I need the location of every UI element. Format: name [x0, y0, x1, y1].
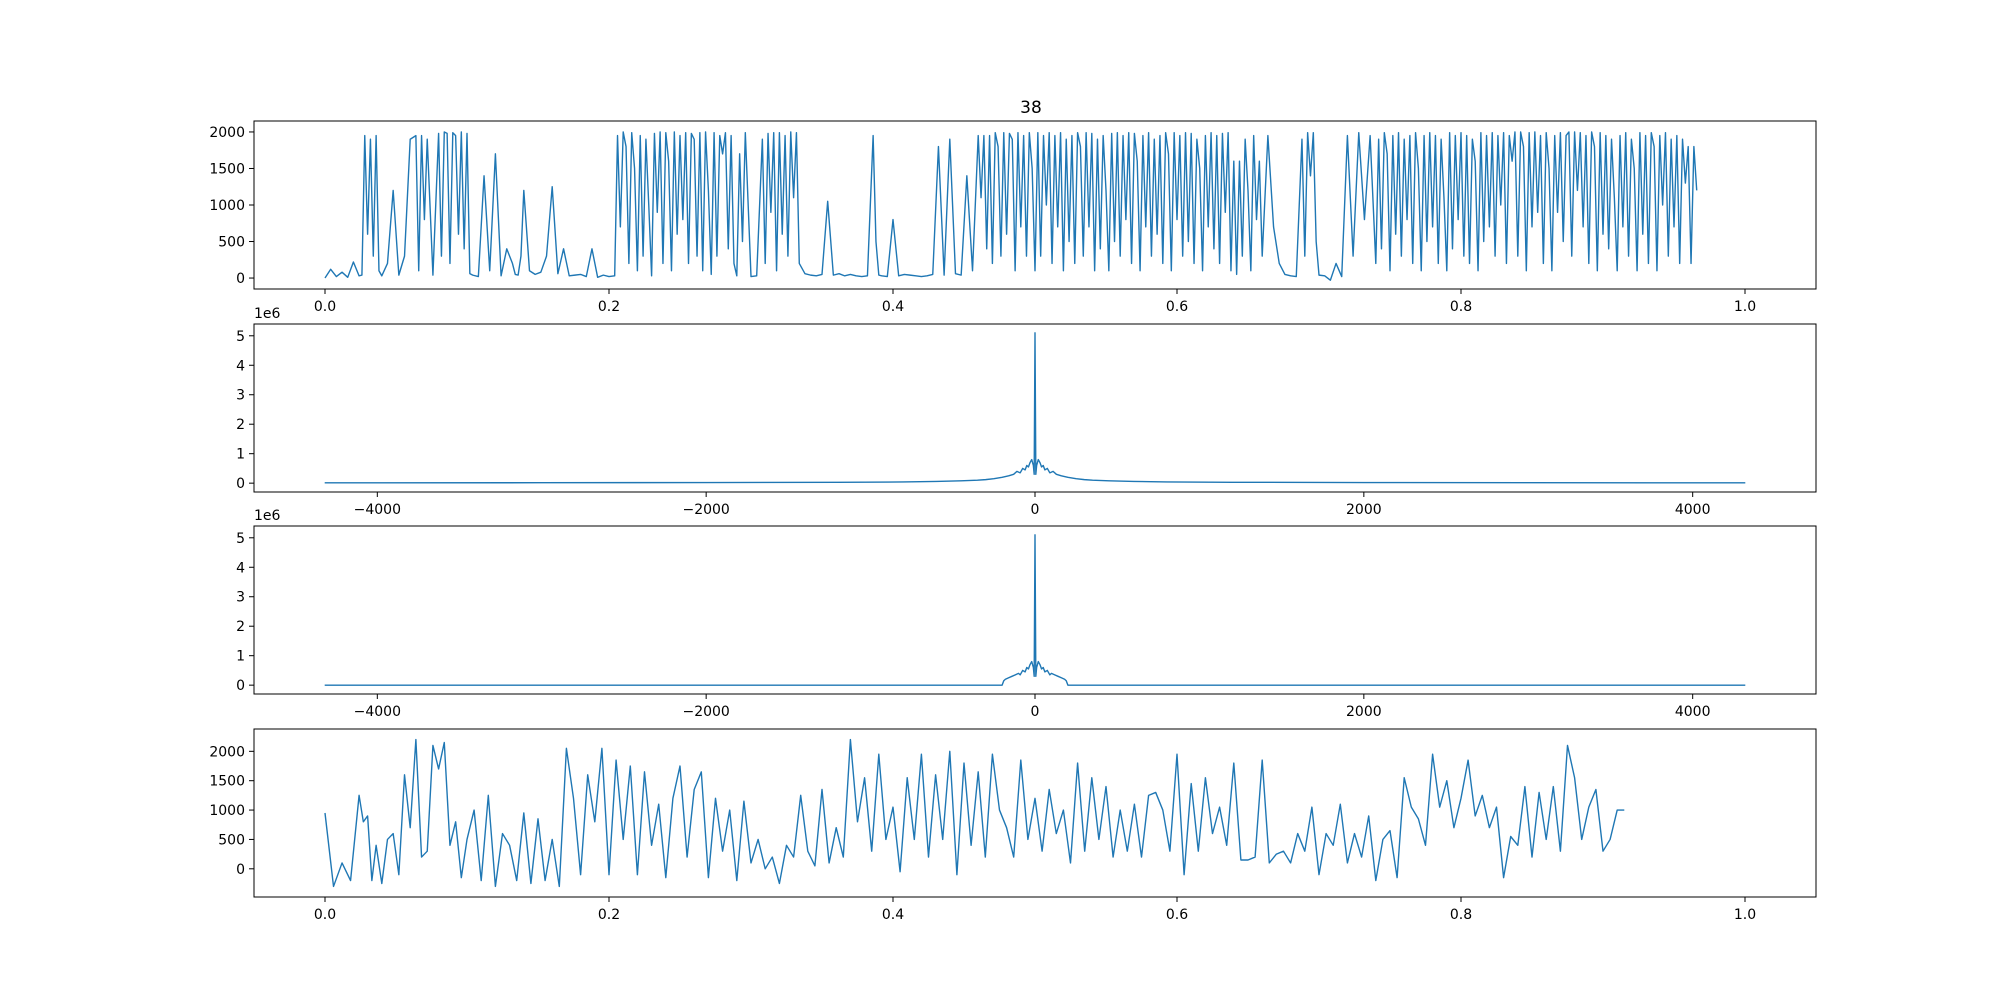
y-tick-label: 0	[236, 476, 245, 492]
y-tick-label: 3	[236, 590, 245, 606]
y-tick-label: 2	[236, 619, 245, 635]
x-tick-label: 4000	[1675, 502, 1711, 518]
series-line-3	[324, 534, 1746, 686]
x-tick-label: 0.0	[314, 907, 336, 923]
subplot-2: −4000 −2000 0 2000 4000 0 1 2 3 4 5 1e6	[236, 306, 1817, 518]
subplot-panels: 0.0 0.2 0.4 0.6 0.8 1.00500100015002000−4000−…	[209, 120, 1817, 923]
y-tick-label: 2000	[209, 125, 245, 141]
axes-frame-4	[253, 728, 1817, 898]
series-line-1	[324, 131, 1698, 281]
y-tick-label: 4	[236, 560, 245, 576]
y-tick-label: 0	[236, 862, 245, 878]
x-tick-label: 0.2	[598, 299, 620, 315]
x-tick-label: 0.0	[314, 299, 336, 315]
x-tick-label: 0.4	[882, 907, 904, 923]
y-tick-label: 1000	[209, 198, 245, 214]
y-tick-label: 0	[236, 678, 245, 694]
y-tick-label: 2	[236, 417, 245, 433]
subplot-4: 0.0 0.2 0.4 0.6 0.8 1.0 0 500 1000 1500 2000	[209, 728, 1817, 923]
x-tick-label: −2000	[682, 704, 729, 720]
y-tick-label: 5	[236, 531, 245, 547]
x-tick-label: 0.8	[1450, 907, 1472, 923]
x-tick-label: 0.2	[598, 907, 620, 923]
y-offset-label: 1e6	[254, 508, 281, 524]
y-tick-label: 500	[218, 832, 245, 848]
x-tick-label: 0.6	[1166, 299, 1188, 315]
x-tick-label: −2000	[682, 502, 729, 518]
series-line-2	[324, 332, 1746, 484]
y-tick-label: 1500	[209, 161, 245, 177]
series-line-4	[324, 738, 1625, 888]
y-tick-label: 1500	[209, 774, 245, 790]
x-tick-label: 0.4	[882, 299, 904, 315]
y-tick-label: 5	[236, 329, 245, 345]
y-offset-label: 1e6	[254, 306, 281, 322]
y-tick-label: 0	[236, 271, 245, 287]
x-tick-label: 0.6	[1166, 907, 1188, 923]
y-tick-label: 500	[218, 235, 245, 251]
chart-title: 38	[1020, 98, 1042, 118]
y-tick-label: 4	[236, 358, 245, 374]
x-tick-label: 0	[1031, 704, 1040, 720]
x-tick-label: 2000	[1346, 502, 1382, 518]
x-tick-label: −4000	[354, 502, 401, 518]
y-tick-label: 1	[236, 649, 245, 665]
y-tick-label: 3	[236, 388, 245, 404]
x-tick-label: −4000	[354, 704, 401, 720]
x-tick-label: 1.0	[1734, 907, 1756, 923]
x-tick-label: 4000	[1675, 704, 1711, 720]
y-tick-label: 1000	[209, 803, 245, 819]
y-tick-label: 1	[236, 447, 245, 463]
subplot-1: 0.0 0.2 0.4 0.6 0.8 1.0 0 500 1000 1500 2000	[209, 120, 1817, 315]
x-tick-label: 1.0	[1734, 299, 1756, 315]
x-tick-label: 0	[1031, 502, 1040, 518]
subplot-3: −4000 −2000 0 2000 4000 0 1 2 3 4 5 1e6	[236, 508, 1817, 720]
x-tick-label: 2000	[1346, 704, 1382, 720]
y-tick-label: 2000	[209, 744, 245, 760]
x-tick-label: 0.8	[1450, 299, 1472, 315]
